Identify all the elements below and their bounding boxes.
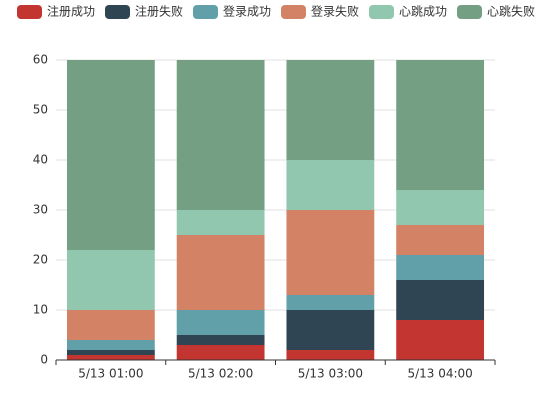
y-tick-label: 60	[33, 53, 48, 67]
x-tick-label: 5/13 02:00	[188, 367, 253, 381]
bar-segment	[66, 250, 155, 310]
y-tick-label: 20	[33, 253, 48, 267]
bar-segment	[286, 160, 375, 210]
bar-segment	[176, 345, 265, 360]
bar-segment	[286, 310, 375, 350]
x-tick-label: 5/13 03:00	[298, 367, 363, 381]
y-tick-label: 30	[33, 203, 48, 217]
bar-segment	[176, 235, 265, 310]
legend-swatch[interactable]	[369, 5, 394, 19]
bar-segment	[286, 295, 375, 310]
bar-segment	[396, 255, 485, 280]
legend-label[interactable]: 心跳失败	[487, 4, 535, 19]
legend-swatch[interactable]	[281, 5, 306, 19]
bar-segment	[396, 320, 485, 360]
y-tick-label: 0	[40, 353, 48, 367]
bar-segment	[66, 60, 155, 250]
bar-segment	[396, 280, 485, 320]
legend-label[interactable]: 心跳成功	[399, 5, 447, 19]
bar-segment	[286, 350, 375, 360]
bar-segment	[286, 210, 375, 295]
legend-label[interactable]: 登录失败	[311, 4, 359, 19]
bar-segment	[396, 225, 485, 255]
bar-segment	[176, 210, 265, 235]
bar-segment	[66, 355, 155, 360]
legend-swatch[interactable]	[17, 5, 42, 19]
bar-segment	[396, 190, 485, 225]
bar-segment	[396, 60, 485, 190]
bar-segment	[66, 310, 155, 340]
bar-segment	[176, 335, 265, 345]
y-tick-label: 10	[33, 303, 48, 317]
y-tick-label: 40	[33, 153, 48, 167]
legend-label[interactable]: 注册成功	[47, 4, 95, 19]
bar-segment	[66, 340, 155, 350]
legend-swatch[interactable]	[105, 5, 130, 19]
bar-segment	[176, 60, 265, 210]
bar-segment	[66, 350, 155, 355]
x-tick-label: 5/13 01:00	[78, 367, 143, 381]
legend-label[interactable]: 注册失败	[135, 4, 183, 19]
legend-label[interactable]: 登录成功	[223, 4, 271, 19]
bar-segment	[286, 60, 375, 160]
x-tick-label: 5/13 04:00	[407, 367, 472, 381]
y-tick-label: 50	[33, 103, 48, 117]
legend-swatch[interactable]	[457, 5, 482, 19]
legend-swatch[interactable]	[193, 5, 218, 19]
bar-segment	[176, 310, 265, 335]
